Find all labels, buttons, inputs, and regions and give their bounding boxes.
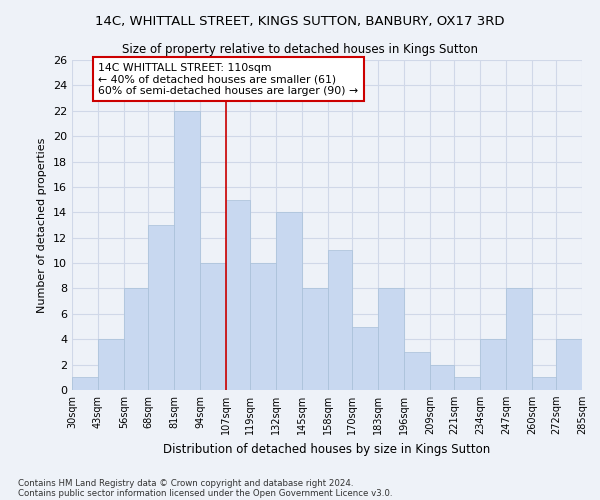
Bar bbox=[174, 111, 200, 390]
Bar bbox=[454, 378, 480, 390]
Bar bbox=[556, 339, 582, 390]
Bar bbox=[480, 339, 506, 390]
Bar bbox=[124, 288, 148, 390]
Bar bbox=[226, 200, 250, 390]
Y-axis label: Number of detached properties: Number of detached properties bbox=[37, 138, 47, 312]
Text: Contains public sector information licensed under the Open Government Licence v3: Contains public sector information licen… bbox=[18, 488, 392, 498]
Bar bbox=[98, 339, 124, 390]
X-axis label: Distribution of detached houses by size in Kings Sutton: Distribution of detached houses by size … bbox=[163, 442, 491, 456]
Bar bbox=[404, 352, 430, 390]
Bar bbox=[72, 378, 98, 390]
Bar bbox=[250, 263, 276, 390]
Bar bbox=[148, 225, 174, 390]
Text: 14C WHITTALL STREET: 110sqm
← 40% of detached houses are smaller (61)
60% of sem: 14C WHITTALL STREET: 110sqm ← 40% of det… bbox=[98, 62, 358, 96]
Bar bbox=[532, 378, 556, 390]
Text: 14C, WHITTALL STREET, KINGS SUTTON, BANBURY, OX17 3RD: 14C, WHITTALL STREET, KINGS SUTTON, BANB… bbox=[95, 15, 505, 28]
Bar bbox=[430, 364, 454, 390]
Bar bbox=[302, 288, 328, 390]
Text: Contains HM Land Registry data © Crown copyright and database right 2024.: Contains HM Land Registry data © Crown c… bbox=[18, 478, 353, 488]
Bar bbox=[200, 263, 226, 390]
Bar bbox=[276, 212, 302, 390]
Bar bbox=[352, 326, 378, 390]
Text: Size of property relative to detached houses in Kings Sutton: Size of property relative to detached ho… bbox=[122, 42, 478, 56]
Bar bbox=[506, 288, 532, 390]
Bar bbox=[328, 250, 352, 390]
Bar bbox=[378, 288, 404, 390]
